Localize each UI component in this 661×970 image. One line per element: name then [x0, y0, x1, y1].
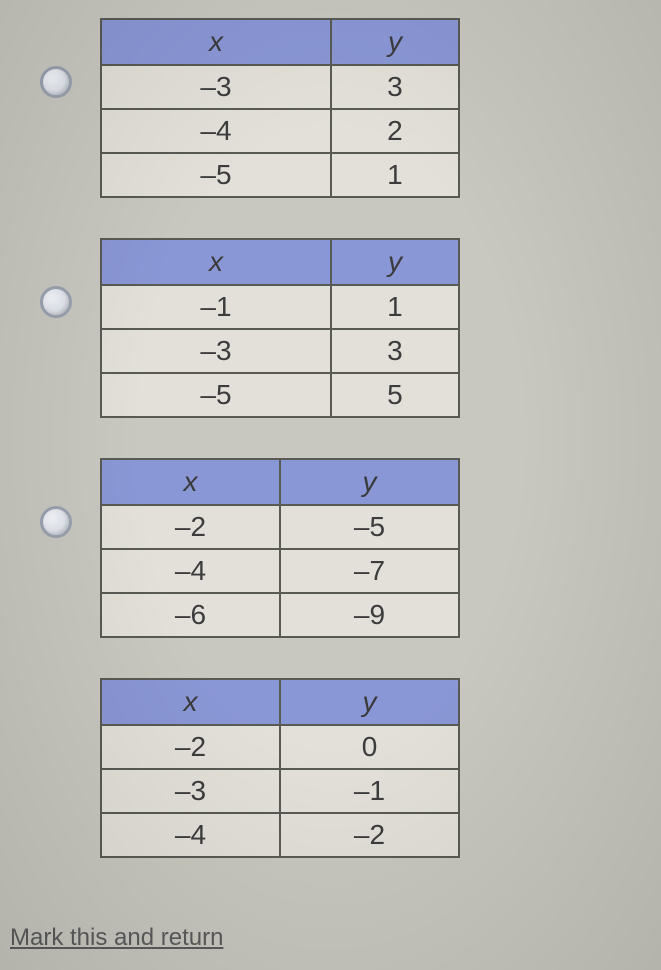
- cell-x: –2: [101, 505, 280, 549]
- radio-option-2[interactable]: [40, 286, 72, 318]
- col-header-x: x: [101, 239, 331, 285]
- table-row: –5 5: [101, 373, 459, 417]
- cell-y: 5: [331, 373, 459, 417]
- table-option-3: x y –2 –5 –4 –7 –6 –9: [100, 458, 460, 638]
- cell-y: 0: [280, 725, 459, 769]
- table-row: –4 –2: [101, 813, 459, 857]
- cell-y: 3: [331, 329, 459, 373]
- option-2: x y –1 1 –3 3 –5 5: [40, 238, 661, 418]
- cell-x: –4: [101, 549, 280, 593]
- table-row: –6 –9: [101, 593, 459, 637]
- table-row: –4 2: [101, 109, 459, 153]
- cell-y: –7: [280, 549, 459, 593]
- option-1: x y –3 3 –4 2 –5 1: [40, 18, 661, 198]
- cell-x: –4: [101, 109, 331, 153]
- table-row: –2 –5: [101, 505, 459, 549]
- table-option-4: x y –2 0 –3 –1 –4 –2: [100, 678, 460, 858]
- cell-x: –3: [101, 769, 280, 813]
- cell-y: –5: [280, 505, 459, 549]
- col-header-y: y: [280, 459, 459, 505]
- col-header-y: y: [280, 679, 459, 725]
- col-header-x: x: [101, 679, 280, 725]
- table-row: –5 1: [101, 153, 459, 197]
- cell-y: –1: [280, 769, 459, 813]
- cell-y: –9: [280, 593, 459, 637]
- cell-y: 3: [331, 65, 459, 109]
- option-3: x y –2 –5 –4 –7 –6 –9: [40, 458, 661, 638]
- col-header-y: y: [331, 239, 459, 285]
- cell-y: 1: [331, 285, 459, 329]
- cell-y: –2: [280, 813, 459, 857]
- table-option-2: x y –1 1 –3 3 –5 5: [100, 238, 460, 418]
- cell-x: –1: [101, 285, 331, 329]
- col-header-x: x: [101, 459, 280, 505]
- table-option-1: x y –3 3 –4 2 –5 1: [100, 18, 460, 198]
- cell-x: –3: [101, 65, 331, 109]
- table-row: –3 3: [101, 65, 459, 109]
- cell-x: –6: [101, 593, 280, 637]
- table-row: –2 0: [101, 725, 459, 769]
- option-4: x y –2 0 –3 –1 –4 –2: [40, 678, 661, 858]
- table-row: –3 –1: [101, 769, 459, 813]
- col-header-y: y: [331, 19, 459, 65]
- table-row: –4 –7: [101, 549, 459, 593]
- table-row: –3 3: [101, 329, 459, 373]
- cell-x: –5: [101, 373, 331, 417]
- cell-x: –4: [101, 813, 280, 857]
- cell-y: 2: [331, 109, 459, 153]
- cell-x: –2: [101, 725, 280, 769]
- col-header-x: x: [101, 19, 331, 65]
- radio-option-3[interactable]: [40, 506, 72, 538]
- cell-y: 1: [331, 153, 459, 197]
- cell-x: –3: [101, 329, 331, 373]
- table-row: –1 1: [101, 285, 459, 329]
- cell-x: –5: [101, 153, 331, 197]
- options-container: x y –3 3 –4 2 –5 1 x y –1: [0, 0, 661, 858]
- radio-option-1[interactable]: [40, 66, 72, 98]
- mark-and-return-link[interactable]: Mark this and return: [10, 924, 223, 952]
